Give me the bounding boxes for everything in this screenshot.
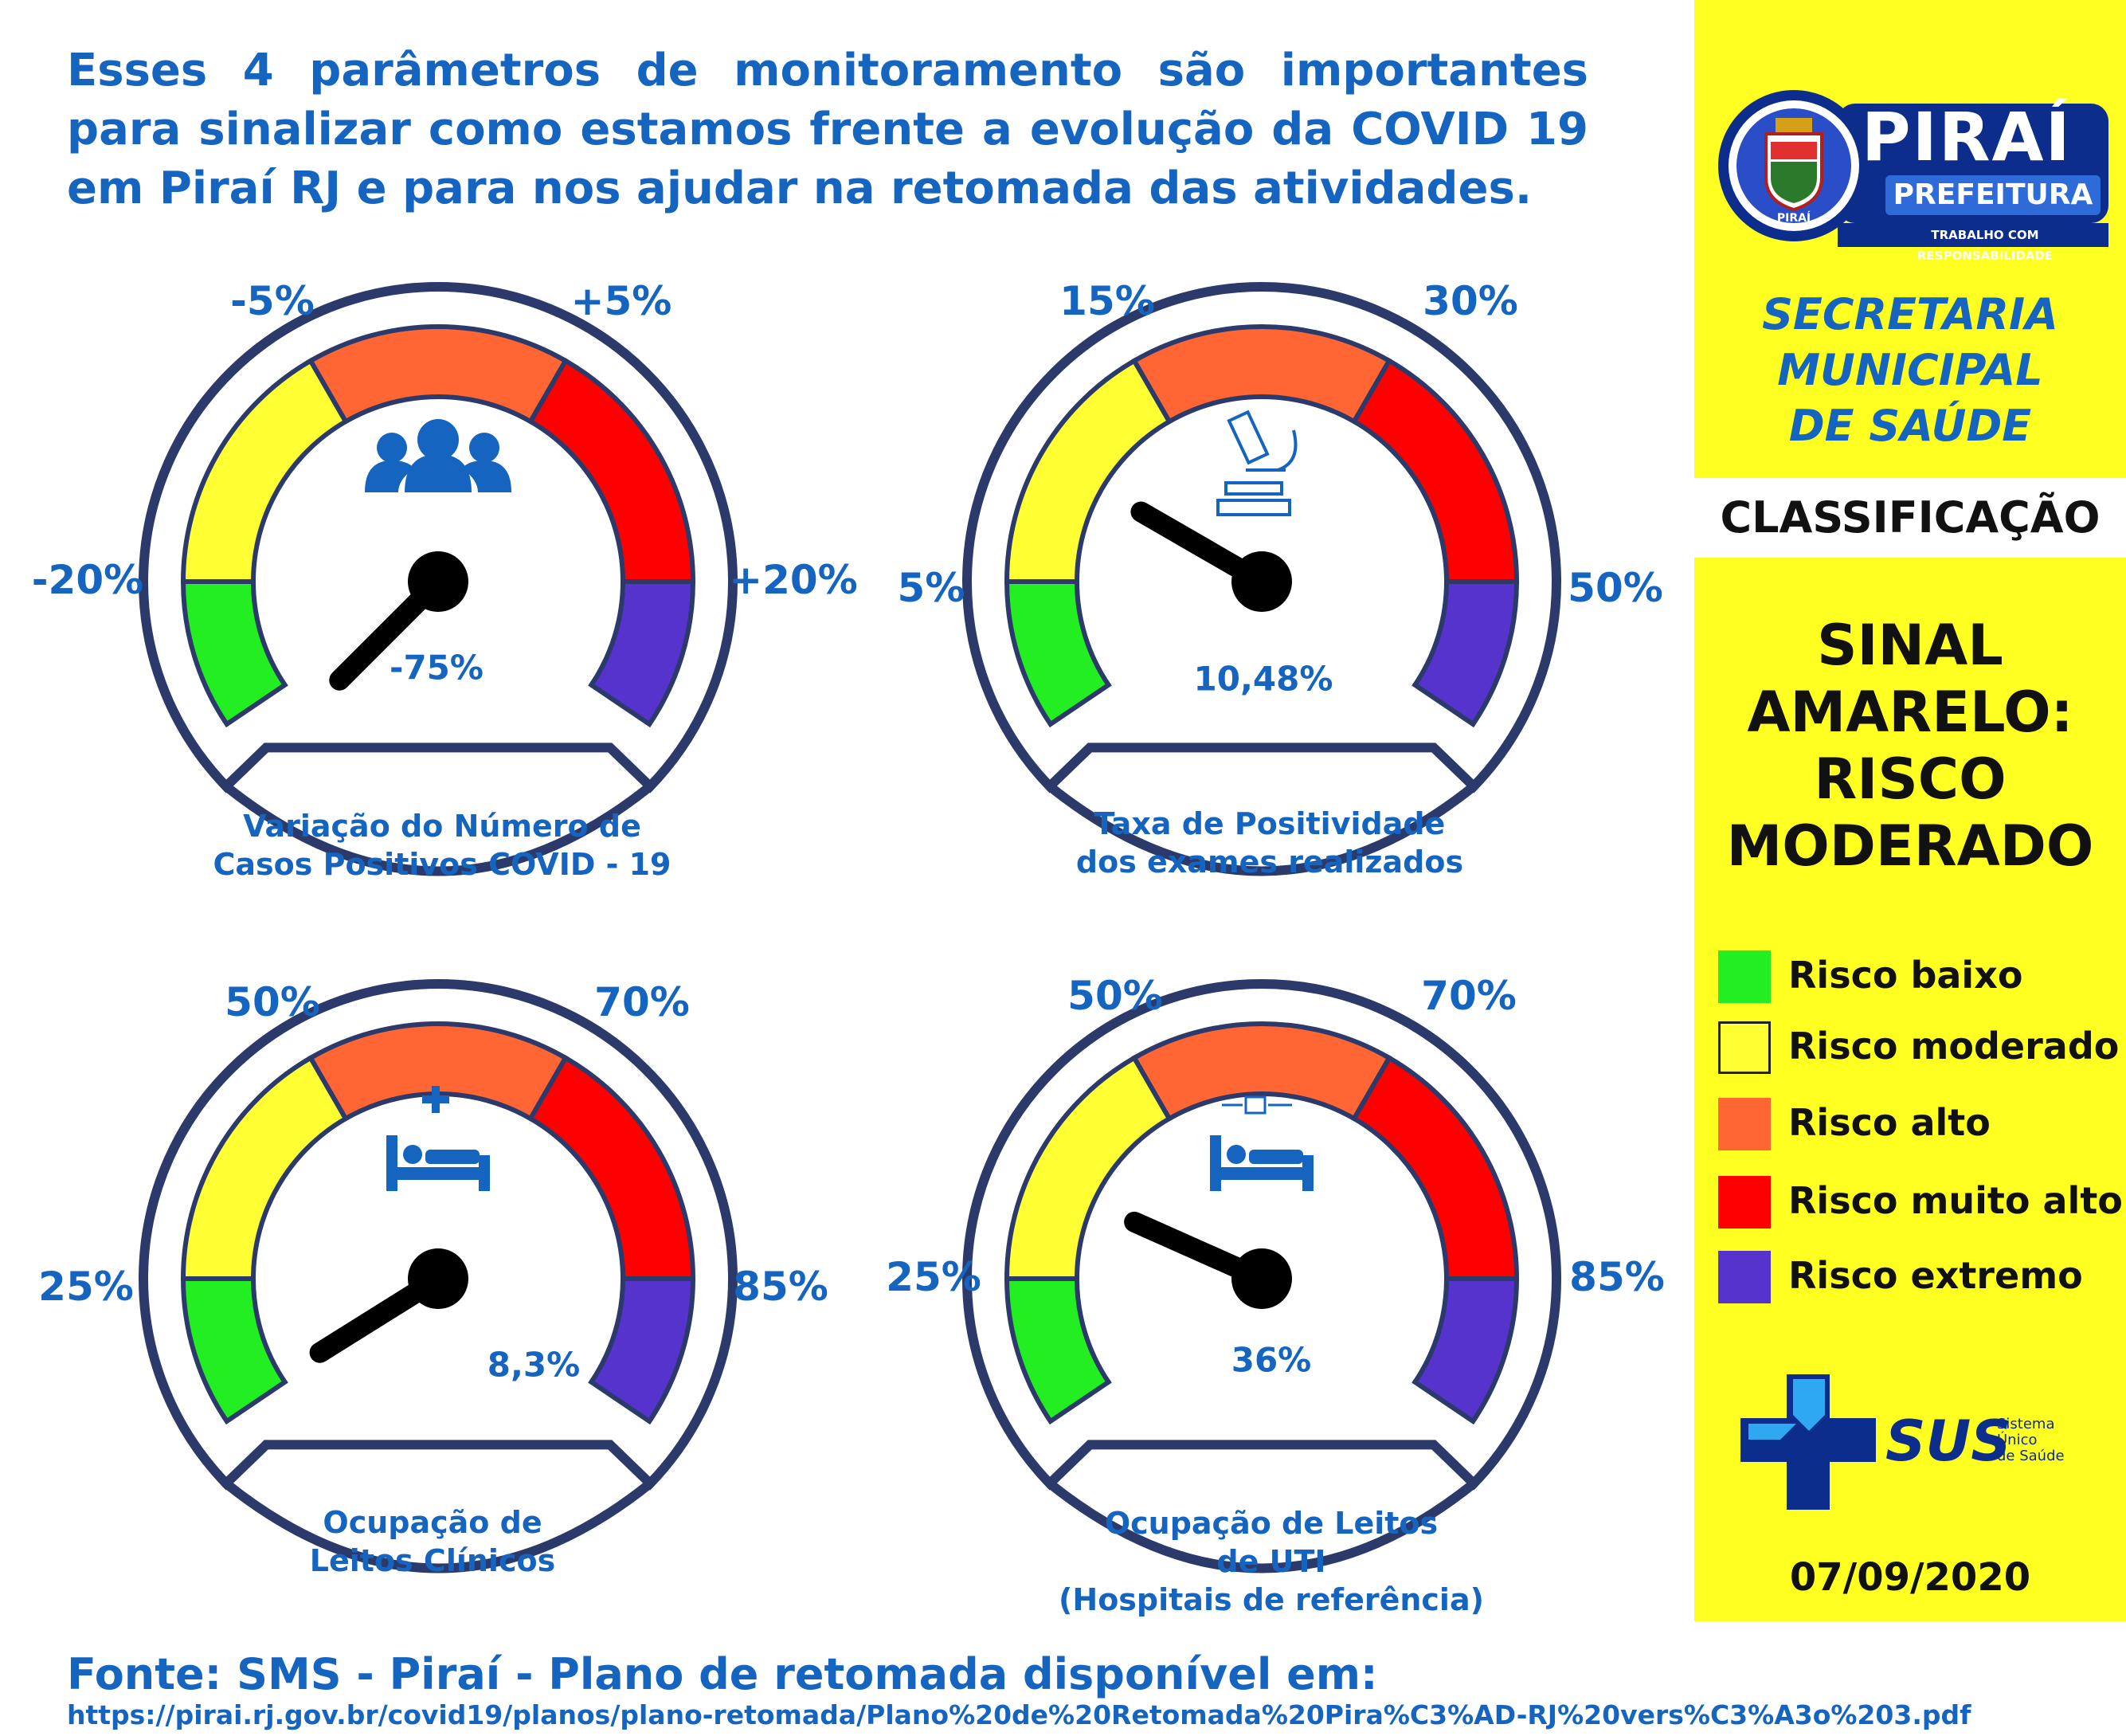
gauge-clinical-beds: 25% 50% 70% 85% 8,3% Ocupação de Leitos … [32,960,860,1645]
signal-line: RISCO [1814,747,2007,812]
tick-left: 5% [897,565,965,611]
report-date: 07/09/2020 [1789,1555,2031,1600]
classification-heading: CLASSIFICAÇÃO [1694,478,2126,558]
gauge-case-variation: -20% -5% +5% +20% -75% Variação do Númer… [32,263,860,948]
tick-right: 85% [733,1264,828,1310]
side-panel: PIRAÍ PIRAÍ PREFEITURA TRABALHO COM RESP… [1694,0,2126,1621]
logo-slogan: TRABALHO COM RESPONSABILIDADE [1917,228,2054,263]
secretaria-title: SECRETARIA MUNICIPAL DE SAÚDE [1694,287,2126,454]
gauge-value: 8,3% [487,1345,581,1385]
sus-cross-icon: SUS Sistema Único de Saúde [1740,1374,2065,1510]
legend-swatch [1718,1021,1771,1074]
legend-swatch [1718,1251,1771,1303]
hospital-bed-icon [386,1086,490,1191]
tick-upper-right: +5% [570,278,672,324]
gauge-dial [962,979,1561,1573]
microscope-icon [1216,410,1298,516]
gauge-segment [1411,579,1520,728]
gauge-base [1047,1479,1477,1573]
logo-sub: PREFEITURA [1885,175,2101,215]
sus-logo: SUS Sistema Único de Saúde [1740,1374,2075,1510]
legend-label: Risco extremo [1788,1254,2083,1297]
gauge-dial [139,282,738,876]
tick-right: 85% [1569,1254,1665,1300]
gauge-caption: Ocupação de Leitos de UTI (Hospitais de … [1059,1504,1484,1619]
tick-right: 50% [1568,565,1663,611]
legend-label: Risco baixo [1788,954,2023,997]
gauge-base [223,782,653,876]
caption-line: de UTI [1216,1544,1326,1579]
tick-upper-right: 30% [1423,278,1518,324]
caption-line: dos exames realizados [1075,844,1464,880]
tick-left: 25% [886,1254,981,1300]
sus-brand: SUS [1885,1409,2011,1474]
legend-swatch [1718,1098,1771,1150]
gauge-hub [1231,551,1292,612]
gauge-caption: Variação do Número de Casos Positivos CO… [213,807,671,884]
tick-upper-right: 70% [1421,973,1517,1019]
people-icon [365,419,511,492]
gauge-base [223,1479,653,1573]
secretaria-line: MUNICIPAL [1777,345,2043,395]
gauge-dial [139,979,738,1573]
legend-swatch [1718,1176,1771,1229]
signal-line: MODERADO [1726,813,2094,879]
caption-line: (Hospitais de referência) [1059,1582,1484,1617]
legend-label: Risco muito alto [1788,1179,2123,1222]
secretaria-line: SECRETARIA [1762,289,2058,339]
gauge-caption: Ocupação de Leitos Clínicos [310,1503,555,1580]
signal-line: SINAL [1817,613,2003,678]
caption-line: Leitos Clínicos [309,1543,556,1578]
gauge-dial [962,282,1561,876]
gauge-caption: Taxa de Positividade dos exames realizad… [1076,805,1463,881]
tick-upper-left: -5% [230,278,315,324]
icu-bed-icon [1210,1095,1314,1191]
pirai-logo: PIRAÍ PIRAÍ PREFEITURA TRABALHO COM RESP… [1718,86,2108,263]
gauge-hub [408,551,468,612]
tick-left: 25% [38,1264,134,1310]
gauge-value: 36% [1231,1340,1312,1380]
legend-swatch [1718,950,1771,1003]
tick-left: -20% [31,557,144,603]
gauge-segment [588,579,696,728]
gauge-base [1047,782,1477,876]
caption-line: Taxa de Positividade [1094,806,1446,841]
source-url[interactable]: https://pirai.rj.gov.br/covid19/planos/p… [67,1699,1971,1730]
tick-upper-left: 50% [225,979,320,1025]
gauge-value: 10,48% [1193,659,1333,699]
tick-upper-left: 50% [1067,973,1163,1019]
gauge-positivity-rate: 5% 15% 30% 50% 10,48% Taxa de Positivida… [855,263,1684,948]
secretaria-line: DE SAÚDE [1788,401,2032,451]
intro-text: Esses 4 parâmetros de monitoramento são … [67,45,1588,214]
caption-line: Variação do Número de [243,809,641,844]
tick-upper-right: 70% [594,979,690,1025]
legend-label: Risco alto [1788,1101,1991,1144]
tick-right: +20% [729,557,858,603]
sus-line: Único [1997,1431,2038,1448]
caption-line: Ocupação de Leitos [1104,1506,1439,1541]
gauge-segment [1411,1276,1520,1425]
gauge-hub [408,1248,468,1309]
tick-upper-left: 15% [1059,278,1155,324]
gauge-icu-beds: 25% 50% 70% 85% 36% Ocupação de Leitos d… [855,960,1684,1645]
caption-line: Casos Positivos COVID - 19 [213,847,671,882]
signal-line: AMARELO: [1747,680,2073,745]
caption-line: Ocupação de [323,1505,542,1540]
source-text: Fonte: SMS - Piraí - Plano de retomada d… [67,1649,1378,1699]
signal-status: SINAL AMARELO: RISCO MODERADO [1694,612,2126,880]
gauge-value: -75% [390,648,484,688]
gauge-hub [1231,1248,1292,1309]
legend-label: Risco moderado [1788,1025,2120,1068]
gauge-segment [588,1276,696,1425]
seal-text: PIRAÍ [1777,211,1811,225]
logo-name: PIRAÍ [1862,98,2072,176]
sus-line: de Saúde [1997,1448,2065,1464]
sus-line: Sistema [1997,1416,2055,1432]
